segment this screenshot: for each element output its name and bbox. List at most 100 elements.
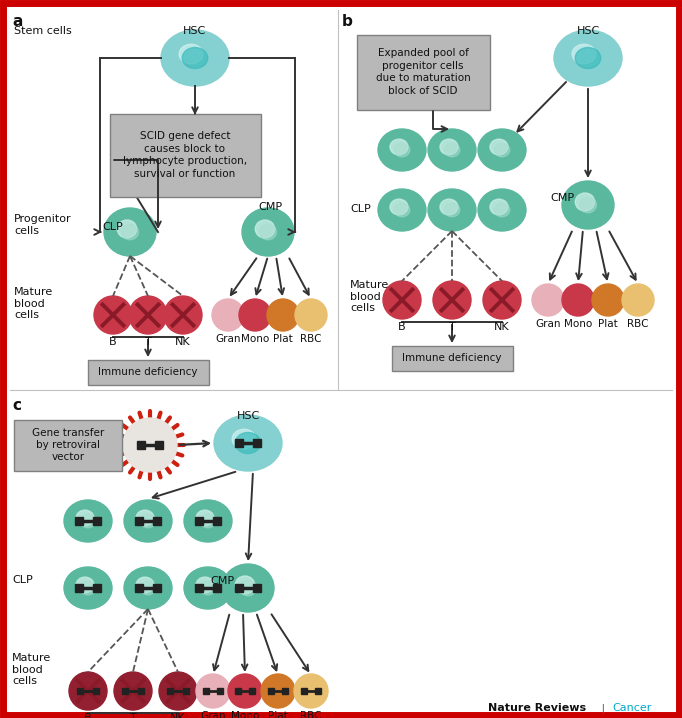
Circle shape <box>295 299 327 331</box>
Text: Progenitor
cells: Progenitor cells <box>14 214 72 236</box>
Ellipse shape <box>235 576 255 594</box>
Ellipse shape <box>444 203 460 217</box>
Ellipse shape <box>575 193 595 211</box>
Ellipse shape <box>440 199 458 215</box>
Circle shape <box>69 672 107 710</box>
Circle shape <box>228 674 262 708</box>
Text: Mono: Mono <box>241 334 269 344</box>
Circle shape <box>383 281 421 319</box>
Ellipse shape <box>214 415 282 471</box>
Text: T: T <box>145 337 151 347</box>
Ellipse shape <box>235 432 261 454</box>
Text: Mature
blood
cells: Mature blood cells <box>12 653 51 686</box>
Ellipse shape <box>184 567 232 609</box>
FancyBboxPatch shape <box>87 360 209 385</box>
Text: HSC: HSC <box>237 411 260 421</box>
Text: Cancer: Cancer <box>612 703 651 713</box>
Text: B: B <box>109 337 117 347</box>
Text: CMP: CMP <box>258 202 282 212</box>
Ellipse shape <box>478 129 526 171</box>
Ellipse shape <box>232 429 256 449</box>
Ellipse shape <box>76 577 94 593</box>
Text: Gran: Gran <box>201 711 226 718</box>
Text: CLP: CLP <box>102 222 123 232</box>
Text: B: B <box>84 713 92 718</box>
Text: Plat: Plat <box>268 711 288 718</box>
Ellipse shape <box>554 30 622 86</box>
Text: NK: NK <box>175 337 191 347</box>
Text: Immune deficiency: Immune deficiency <box>98 367 198 377</box>
Text: Mature
blood
cells: Mature blood cells <box>14 287 53 320</box>
Circle shape <box>294 674 328 708</box>
Text: Gran: Gran <box>535 319 561 329</box>
Ellipse shape <box>562 181 614 229</box>
Text: NK: NK <box>170 713 186 718</box>
Circle shape <box>164 296 202 334</box>
Ellipse shape <box>428 129 476 171</box>
Ellipse shape <box>124 567 172 609</box>
Circle shape <box>129 296 167 334</box>
Circle shape <box>592 284 624 316</box>
Ellipse shape <box>80 581 95 595</box>
Circle shape <box>114 672 152 710</box>
Ellipse shape <box>378 189 426 231</box>
Ellipse shape <box>440 139 458 155</box>
FancyBboxPatch shape <box>3 3 679 715</box>
Text: |: | <box>598 703 608 714</box>
Text: Gene transfer
by retroviral
vector: Gene transfer by retroviral vector <box>32 428 104 462</box>
Text: c: c <box>12 398 21 413</box>
Text: HSC: HSC <box>576 26 599 36</box>
Ellipse shape <box>390 199 408 215</box>
Circle shape <box>562 284 594 316</box>
Ellipse shape <box>394 203 410 217</box>
Text: Plat: Plat <box>273 334 293 344</box>
Ellipse shape <box>494 203 510 217</box>
Text: T: T <box>449 322 456 332</box>
Circle shape <box>196 674 230 708</box>
Ellipse shape <box>478 189 526 231</box>
Circle shape <box>212 299 244 331</box>
Ellipse shape <box>201 581 216 595</box>
Ellipse shape <box>136 510 154 526</box>
Ellipse shape <box>494 143 510 157</box>
Circle shape <box>123 418 177 472</box>
Text: Gran: Gran <box>216 334 241 344</box>
Ellipse shape <box>490 139 508 155</box>
Ellipse shape <box>184 500 232 542</box>
Ellipse shape <box>117 220 137 238</box>
Ellipse shape <box>179 45 203 64</box>
Ellipse shape <box>575 47 601 68</box>
Ellipse shape <box>136 577 154 593</box>
Ellipse shape <box>182 47 208 68</box>
Ellipse shape <box>124 500 172 542</box>
Text: Mono: Mono <box>231 711 259 718</box>
Circle shape <box>483 281 521 319</box>
Circle shape <box>532 284 564 316</box>
Ellipse shape <box>196 577 214 593</box>
Text: Plat: Plat <box>598 319 618 329</box>
Circle shape <box>94 296 132 334</box>
Ellipse shape <box>196 510 214 526</box>
Ellipse shape <box>378 129 426 171</box>
Ellipse shape <box>580 197 597 213</box>
FancyBboxPatch shape <box>110 113 261 197</box>
Ellipse shape <box>444 143 460 157</box>
Text: B: B <box>398 322 406 332</box>
Ellipse shape <box>140 581 155 595</box>
Text: CMP: CMP <box>550 193 574 203</box>
Text: a: a <box>12 14 23 29</box>
Text: CLP: CLP <box>12 575 33 585</box>
Circle shape <box>267 299 299 331</box>
Ellipse shape <box>80 514 95 528</box>
Text: b: b <box>342 14 353 29</box>
Ellipse shape <box>255 220 275 238</box>
Ellipse shape <box>121 224 138 240</box>
Ellipse shape <box>201 514 216 528</box>
Text: RBC: RBC <box>300 711 322 718</box>
Circle shape <box>622 284 654 316</box>
Circle shape <box>433 281 471 319</box>
FancyBboxPatch shape <box>357 34 490 110</box>
Ellipse shape <box>64 567 112 609</box>
FancyBboxPatch shape <box>14 419 122 470</box>
Ellipse shape <box>242 208 294 256</box>
